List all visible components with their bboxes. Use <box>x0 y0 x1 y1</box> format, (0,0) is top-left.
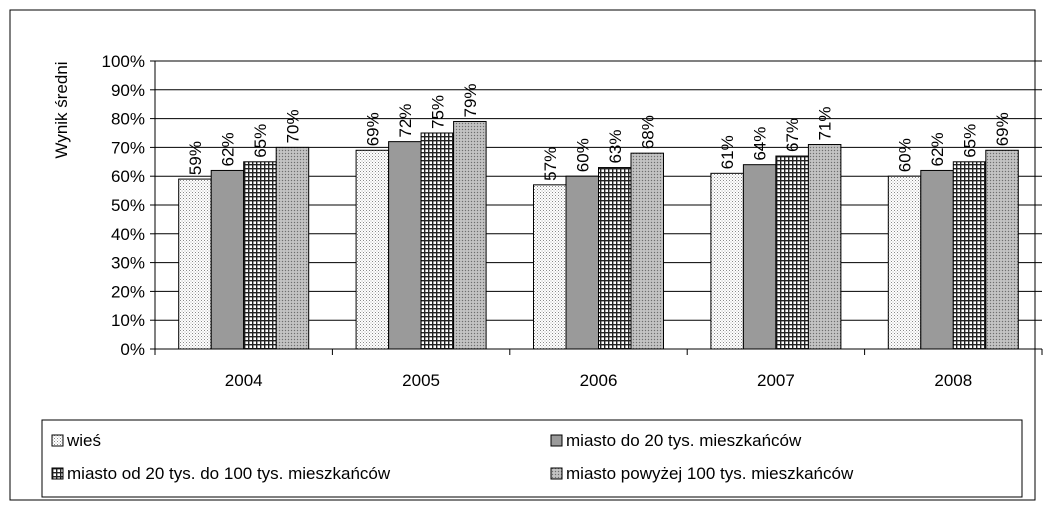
bar <box>985 149 1019 350</box>
bar-value-label: 64% <box>751 127 770 161</box>
legend-label: miasto powyżej 100 tys. mieszkańców <box>566 464 854 483</box>
legend-label: miasto do 20 tys. mieszkańców <box>566 431 802 450</box>
bar <box>630 152 664 350</box>
y-tick-label: 40% <box>111 225 145 244</box>
bar-value-label: 75% <box>428 95 447 129</box>
y-tick-label: 80% <box>111 110 145 129</box>
y-tick-label: 90% <box>111 81 145 100</box>
y-tick-label: 20% <box>111 282 145 301</box>
bar-value-label: 65% <box>961 124 980 158</box>
bar-value-label: 60% <box>896 138 915 172</box>
bars <box>178 120 1019 350</box>
bar-value-label: 57% <box>541 147 560 181</box>
legend-label: miasto od 20 tys. do 100 tys. mieszkańcó… <box>67 464 391 483</box>
x-tick-label: 2008 <box>934 371 972 390</box>
y-tick-label: 100% <box>102 52 145 71</box>
bar-value-label: 69% <box>993 112 1012 146</box>
legend-box <box>41 419 1023 498</box>
bar <box>920 169 954 350</box>
bar-value-label: 70% <box>283 109 302 143</box>
bar <box>178 178 212 350</box>
x-tick-label: 2006 <box>580 371 618 390</box>
bar-value-label: 63% <box>606 130 625 164</box>
bar-value-label: 71% <box>816 106 835 140</box>
legend: wieś miasto do 20 tys. mieszkańców miasto … <box>51 431 854 483</box>
bar-value-label: 62% <box>928 132 947 166</box>
bar <box>210 169 245 350</box>
legend-swatch <box>550 434 563 447</box>
y-axis-title: Wynik średni <box>52 61 71 158</box>
y-tick-label: 0% <box>120 340 145 359</box>
bar <box>420 132 455 350</box>
bar-value-label: 62% <box>218 132 237 166</box>
bar-value-label: 59% <box>186 141 205 175</box>
legend-label: wieś <box>66 431 101 450</box>
bar <box>710 172 744 350</box>
bar <box>453 120 487 350</box>
bar <box>775 155 809 350</box>
bar-value-label: 67% <box>783 118 802 152</box>
bar <box>565 175 599 350</box>
y-tick-label: 50% <box>111 196 145 215</box>
bar-value-label: 79% <box>461 83 480 117</box>
bar <box>952 161 987 350</box>
bar <box>355 149 390 350</box>
bar <box>388 141 422 350</box>
bar <box>807 144 842 350</box>
bar-value-label: 68% <box>638 115 657 149</box>
legend-swatch <box>51 434 64 447</box>
bar <box>598 167 632 350</box>
bar <box>742 164 777 350</box>
x-tick-label: 2005 <box>402 371 440 390</box>
bar-value-label: 69% <box>363 112 382 146</box>
legend-swatch <box>550 467 563 480</box>
y-tick-label: 30% <box>111 254 145 273</box>
x-tick-label: 2007 <box>757 371 795 390</box>
y-tick-label: 70% <box>111 138 145 157</box>
bar-value-label: 72% <box>396 104 415 138</box>
legend-swatch <box>51 467 64 480</box>
bar <box>243 161 277 350</box>
bar-value-label: 65% <box>251 124 270 158</box>
data-labels: 59% 62% 65% 70% 69% 72% 75% 79% 57% 60% 63% 68% 61% 6… <box>186 83 1012 180</box>
bar <box>887 175 922 350</box>
bar <box>533 184 567 350</box>
bar <box>275 146 310 350</box>
y-tick-label: 60% <box>111 167 145 186</box>
y-tick-label: 10% <box>111 311 145 330</box>
x-tick-label: 2004 <box>225 371 263 390</box>
bar-value-label: 60% <box>573 138 592 172</box>
bar-value-label: 61% <box>718 135 737 169</box>
